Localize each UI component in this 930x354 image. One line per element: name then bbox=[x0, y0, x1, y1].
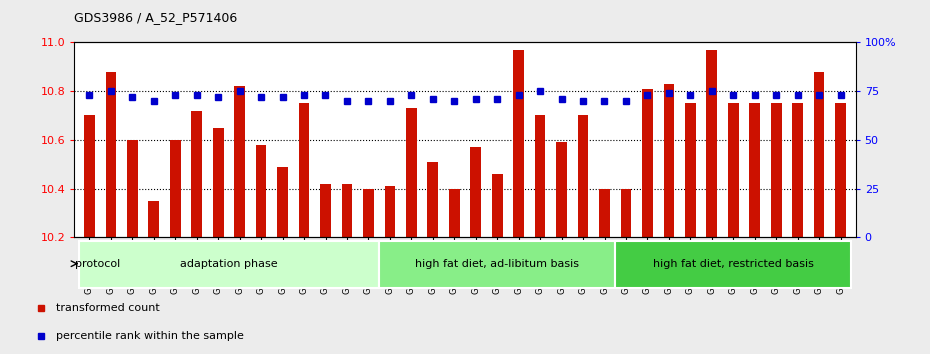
Bar bbox=[170, 140, 180, 237]
Bar bbox=[341, 184, 352, 237]
Bar bbox=[299, 103, 310, 237]
Bar bbox=[449, 189, 459, 237]
Bar bbox=[513, 50, 524, 237]
Text: transformed count: transformed count bbox=[57, 303, 160, 313]
Bar bbox=[406, 108, 417, 237]
Bar bbox=[127, 140, 138, 237]
Bar bbox=[599, 189, 610, 237]
Bar bbox=[728, 103, 738, 237]
Text: high fat diet, ad-libitum basis: high fat diet, ad-libitum basis bbox=[415, 259, 579, 269]
Bar bbox=[84, 115, 95, 237]
Bar bbox=[750, 103, 760, 237]
Bar bbox=[234, 86, 245, 237]
Bar bbox=[379, 241, 616, 287]
Bar bbox=[685, 103, 696, 237]
Text: percentile rank within the sample: percentile rank within the sample bbox=[57, 331, 245, 341]
Bar bbox=[277, 167, 288, 237]
Bar bbox=[149, 201, 159, 237]
Bar bbox=[213, 128, 223, 237]
Bar bbox=[256, 145, 267, 237]
Bar bbox=[771, 103, 781, 237]
Bar bbox=[105, 72, 116, 237]
Bar bbox=[471, 147, 481, 237]
Bar bbox=[814, 72, 825, 237]
Bar bbox=[616, 241, 851, 287]
Bar bbox=[320, 184, 331, 237]
Bar bbox=[492, 174, 502, 237]
Bar bbox=[620, 189, 631, 237]
Bar bbox=[192, 111, 202, 237]
Bar bbox=[578, 115, 589, 237]
Bar bbox=[835, 103, 846, 237]
Bar bbox=[79, 241, 379, 287]
Bar bbox=[707, 50, 717, 237]
Bar bbox=[535, 115, 546, 237]
Bar bbox=[428, 162, 438, 237]
Bar bbox=[363, 189, 374, 237]
Bar bbox=[792, 103, 803, 237]
Bar bbox=[663, 84, 674, 237]
Bar bbox=[642, 89, 653, 237]
Bar bbox=[384, 186, 395, 237]
Text: GDS3986 / A_52_P571406: GDS3986 / A_52_P571406 bbox=[74, 11, 238, 24]
Text: high fat diet, restricted basis: high fat diet, restricted basis bbox=[653, 259, 814, 269]
Text: adaptation phase: adaptation phase bbox=[180, 259, 278, 269]
Bar bbox=[556, 142, 567, 237]
Text: protocol: protocol bbox=[74, 259, 120, 269]
